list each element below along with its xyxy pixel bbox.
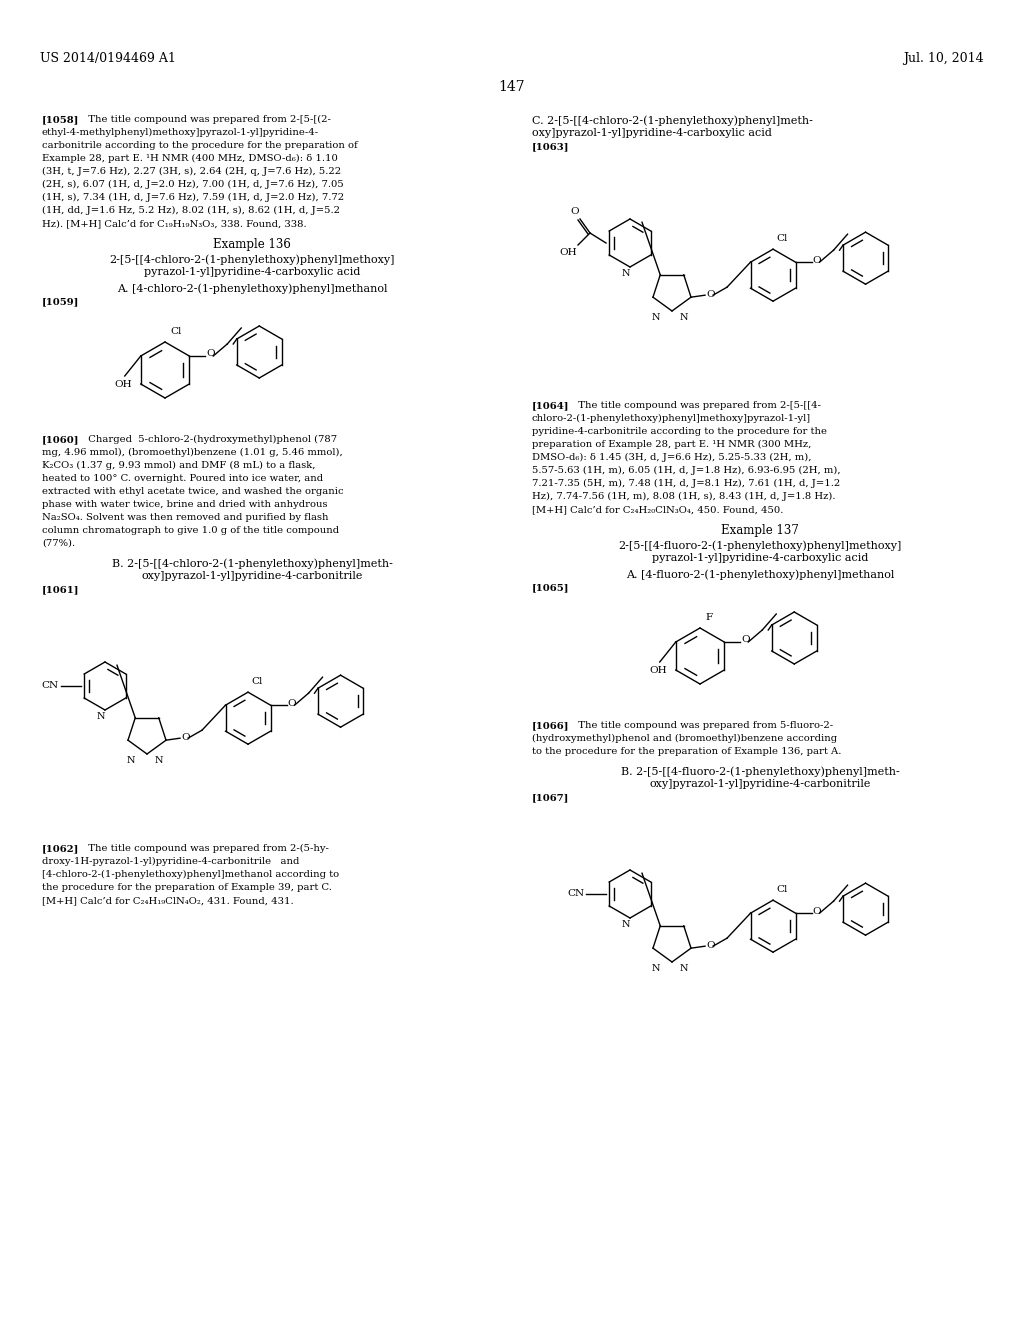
Text: [1063]: [1063] (532, 143, 569, 150)
Text: N: N (155, 756, 163, 766)
Text: K₂CO₃ (1.37 g, 9.93 mmol) and DMF (8 mL) to a flask,: K₂CO₃ (1.37 g, 9.93 mmol) and DMF (8 mL)… (42, 461, 315, 470)
Text: heated to 100° C. overnight. Poured into ice water, and: heated to 100° C. overnight. Poured into… (42, 474, 324, 483)
Text: A. [4-fluoro-2-(1-phenylethoxy)phenyl]methanol: A. [4-fluoro-2-(1-phenylethoxy)phenyl]me… (626, 569, 894, 579)
Text: O: O (288, 698, 296, 708)
Text: (77%).: (77%). (42, 539, 75, 548)
Text: F: F (705, 612, 712, 622)
Text: 147: 147 (499, 81, 525, 94)
Text: pyrazol-1-yl]pyridine-4-carboxylic acid: pyrazol-1-yl]pyridine-4-carboxylic acid (143, 267, 360, 277)
Text: OH: OH (114, 380, 131, 389)
Text: US 2014/0194469 A1: US 2014/0194469 A1 (40, 51, 176, 65)
Text: OH: OH (559, 248, 577, 257)
Text: B. 2-[5-[[4-chloro-2-(1-phenylethoxy)phenyl]meth-: B. 2-[5-[[4-chloro-2-(1-phenylethoxy)phe… (112, 558, 392, 569)
Text: Na₂SO₄. Solvent was then removed and purified by flash: Na₂SO₄. Solvent was then removed and pur… (42, 513, 329, 521)
Text: 2-[5-[[4-chloro-2-(1-phenylethoxy)phenyl]methoxy]: 2-[5-[[4-chloro-2-(1-phenylethoxy)phenyl… (110, 253, 394, 264)
Text: Hz). [M+H] Calc’d for C₁₉H₁₉N₃O₃, 338. Found, 338.: Hz). [M+H] Calc’d for C₁₉H₁₉N₃O₃, 338. F… (42, 219, 306, 228)
Text: Example 28, part E. ¹H NMR (400 MHz, DMSO-d₆): δ 1.10: Example 28, part E. ¹H NMR (400 MHz, DMS… (42, 154, 338, 164)
Text: the procedure for the preparation of Example 39, part C.: the procedure for the preparation of Exa… (42, 883, 332, 892)
Text: (3H, t, J=7.6 Hz), 2.27 (3H, s), 2.64 (2H, q, J=7.6 Hz), 5.22: (3H, t, J=7.6 Hz), 2.27 (3H, s), 2.64 (2… (42, 168, 341, 176)
Text: Cl: Cl (776, 886, 787, 894)
Text: [1067]: [1067] (532, 793, 569, 803)
Text: The title compound was prepared from 2-(5-hy-: The title compound was prepared from 2-(… (82, 843, 329, 853)
Text: C. 2-[5-[[4-chloro-2-(1-phenylethoxy)phenyl]meth-: C. 2-[5-[[4-chloro-2-(1-phenylethoxy)phe… (532, 115, 813, 125)
Text: to the procedure for the preparation of Example 136, part A.: to the procedure for the preparation of … (532, 747, 842, 756)
Text: 2-[5-[[4-fluoro-2-(1-phenylethoxy)phenyl]methoxy]: 2-[5-[[4-fluoro-2-(1-phenylethoxy)phenyl… (618, 540, 902, 550)
Text: N: N (622, 269, 630, 279)
Text: column chromatograph to give 1.0 g of the title compound: column chromatograph to give 1.0 g of th… (42, 525, 339, 535)
Text: O: O (181, 733, 189, 742)
Text: [1066]: [1066] (532, 721, 569, 730)
Text: (1H, dd, J=1.6 Hz, 5.2 Hz), 8.02 (1H, s), 8.62 (1H, d, J=5.2: (1H, dd, J=1.6 Hz, 5.2 Hz), 8.02 (1H, s)… (42, 206, 340, 215)
Text: 5.57-5.63 (1H, m), 6.05 (1H, d, J=1.8 Hz), 6.93-6.95 (2H, m),: 5.57-5.63 (1H, m), 6.05 (1H, d, J=1.8 Hz… (532, 466, 841, 475)
Text: preparation of Example 28, part E. ¹H NMR (300 MHz,: preparation of Example 28, part E. ¹H NM… (532, 440, 811, 449)
Text: [1061]: [1061] (42, 585, 80, 594)
Text: phase with water twice, brine and dried with anhydrous: phase with water twice, brine and dried … (42, 500, 328, 510)
Text: extracted with ethyl acetate twice, and washed the organic: extracted with ethyl acetate twice, and … (42, 487, 344, 496)
Text: O: O (706, 941, 715, 949)
Text: OH: OH (649, 667, 667, 675)
Text: oxy]pyrazol-1-yl]pyridine-4-carboxylic acid: oxy]pyrazol-1-yl]pyridine-4-carboxylic a… (532, 128, 772, 139)
Text: The title compound was prepared from 2-[5-[[4-: The title compound was prepared from 2-[… (572, 401, 821, 411)
Text: O: O (206, 350, 215, 359)
Text: [1064]: [1064] (532, 401, 569, 411)
Text: N: N (127, 756, 135, 766)
Text: N: N (622, 920, 630, 929)
Text: Cl: Cl (776, 234, 787, 243)
Text: [1062]: [1062] (42, 843, 80, 853)
Text: (2H, s), 6.07 (1H, d, J=2.0 Hz), 7.00 (1H, d, J=7.6 Hz), 7.05: (2H, s), 6.07 (1H, d, J=2.0 Hz), 7.00 (1… (42, 180, 344, 189)
Text: N: N (680, 964, 688, 973)
Text: N: N (680, 313, 688, 322)
Text: O: O (570, 207, 579, 216)
Text: pyridine-4-carbonitrile according to the procedure for the: pyridine-4-carbonitrile according to the… (532, 426, 827, 436)
Text: Hz), 7.74-7.56 (1H, m), 8.08 (1H, s), 8.43 (1H, d, J=1.8 Hz).: Hz), 7.74-7.56 (1H, m), 8.08 (1H, s), 8.… (532, 492, 836, 502)
Text: O: O (706, 289, 715, 298)
Text: B. 2-[5-[[4-fluoro-2-(1-phenylethoxy)phenyl]meth-: B. 2-[5-[[4-fluoro-2-(1-phenylethoxy)phe… (621, 766, 899, 776)
Text: droxy-1H-pyrazol-1-yl)pyridine-4-carbonitrile   and: droxy-1H-pyrazol-1-yl)pyridine-4-carboni… (42, 857, 299, 866)
Text: [1058]: [1058] (42, 115, 80, 124)
Text: O: O (741, 635, 750, 644)
Text: Example 136: Example 136 (213, 238, 291, 251)
Text: N: N (651, 313, 660, 322)
Text: oxy]pyrazol-1-yl]pyridine-4-carbonitrile: oxy]pyrazol-1-yl]pyridine-4-carbonitrile (649, 779, 870, 789)
Text: Charged  5-chloro-2-(hydroxymethyl)phenol (787: Charged 5-chloro-2-(hydroxymethyl)phenol… (82, 436, 337, 444)
Text: oxy]pyrazol-1-yl]pyridine-4-carbonitrile: oxy]pyrazol-1-yl]pyridine-4-carbonitrile (141, 572, 362, 581)
Text: N: N (96, 711, 105, 721)
Text: [1060]: [1060] (42, 436, 80, 444)
Text: [1059]: [1059] (42, 297, 80, 306)
Text: pyrazol-1-yl]pyridine-4-carboxylic acid: pyrazol-1-yl]pyridine-4-carboxylic acid (652, 553, 868, 564)
Text: (hydroxymethyl)phenol and (bromoethyl)benzene according: (hydroxymethyl)phenol and (bromoethyl)be… (532, 734, 838, 743)
Text: CN: CN (567, 890, 584, 899)
Text: A. [4-chloro-2-(1-phenylethoxy)phenyl]methanol: A. [4-chloro-2-(1-phenylethoxy)phenyl]me… (117, 282, 387, 293)
Text: 7.21-7.35 (5H, m), 7.48 (1H, d, J=8.1 Hz), 7.61 (1H, d, J=1.2: 7.21-7.35 (5H, m), 7.48 (1H, d, J=8.1 Hz… (532, 479, 841, 488)
Text: The title compound was prepared from 2-[5-[(2-: The title compound was prepared from 2-[… (82, 115, 331, 124)
Text: CN: CN (42, 681, 59, 690)
Text: mg, 4.96 mmol), (bromoethyl)benzene (1.01 g, 5.46 mmol),: mg, 4.96 mmol), (bromoethyl)benzene (1.0… (42, 447, 343, 457)
Text: [1065]: [1065] (532, 583, 569, 591)
Text: N: N (651, 964, 660, 973)
Text: chloro-2-(1-phenylethoxy)phenyl]methoxy]pyrazol-1-yl]: chloro-2-(1-phenylethoxy)phenyl]methoxy]… (532, 414, 811, 424)
Text: DMSO-d₆): δ 1.45 (3H, d, J=6.6 Hz), 5.25-5.33 (2H, m),: DMSO-d₆): δ 1.45 (3H, d, J=6.6 Hz), 5.25… (532, 453, 811, 462)
Text: Cl: Cl (170, 327, 181, 337)
Text: O: O (812, 256, 821, 265)
Text: [4-chloro-2-(1-phenylethoxy)phenyl]methanol according to: [4-chloro-2-(1-phenylethoxy)phenyl]metha… (42, 870, 339, 879)
Text: Jul. 10, 2014: Jul. 10, 2014 (903, 51, 984, 65)
Text: Cl: Cl (251, 677, 262, 686)
Text: [M+H] Calc’d for C₂₄H₁₉ClN₄O₂, 431. Found, 431.: [M+H] Calc’d for C₂₄H₁₉ClN₄O₂, 431. Foun… (42, 896, 294, 906)
Text: carbonitrile according to the procedure for the preparation of: carbonitrile according to the procedure … (42, 141, 357, 150)
Text: The title compound was prepared from 5-fluoro-2-: The title compound was prepared from 5-f… (572, 721, 834, 730)
Text: Example 137: Example 137 (721, 524, 799, 537)
Text: O: O (812, 907, 821, 916)
Text: ethyl-4-methylphenyl)methoxy]pyrazol-1-yl]pyridine-4-: ethyl-4-methylphenyl)methoxy]pyrazol-1-y… (42, 128, 319, 137)
Text: [M+H] Calc’d for C₂₄H₂₀ClN₃O₄, 450. Found, 450.: [M+H] Calc’d for C₂₄H₂₀ClN₃O₄, 450. Foun… (532, 506, 783, 513)
Text: (1H, s), 7.34 (1H, d, J=7.6 Hz), 7.59 (1H, d, J=2.0 Hz), 7.72: (1H, s), 7.34 (1H, d, J=7.6 Hz), 7.59 (1… (42, 193, 344, 202)
